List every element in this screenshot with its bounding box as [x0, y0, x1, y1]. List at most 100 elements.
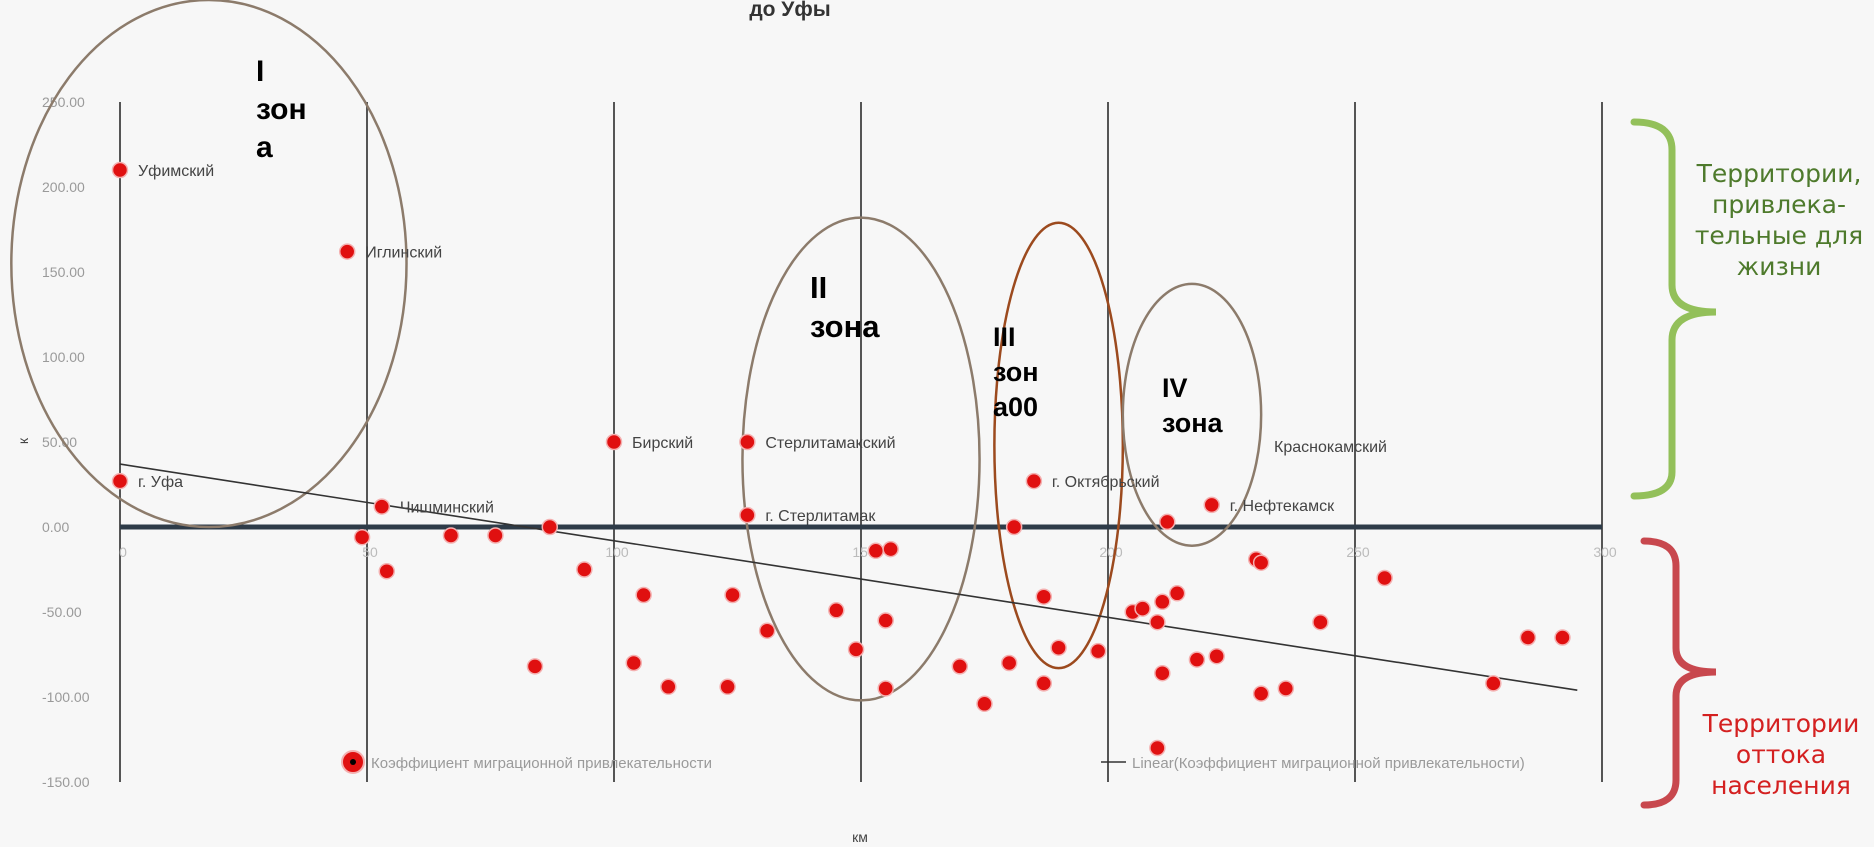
- legend-marker-center: [350, 759, 356, 765]
- data-point-42: [1149, 739, 1166, 757]
- data-point-44: [1188, 651, 1206, 668]
- data-point-34: [1050, 639, 1067, 656]
- y-axis-label: к: [15, 437, 31, 444]
- zone-label-2-line-2: зона: [810, 309, 880, 344]
- y-tick-label: -50.00: [42, 604, 82, 620]
- legend: Коэффициент миграционной привлекательнос…: [341, 750, 1525, 774]
- y-tick-label: 200.00: [42, 179, 85, 195]
- data-point-27: [877, 680, 894, 697]
- note-outflow-territories: Территории оттока населения: [1702, 709, 1860, 800]
- data-point-2: [111, 472, 129, 490]
- data-point-50: [1312, 613, 1329, 631]
- zone-ellipse-2: [741, 216, 981, 702]
- data-point-7: [1025, 472, 1043, 490]
- axes: 250.00 200.00 150.00 100.00 50.00 0.00 -50.00 -…: [42, 94, 1602, 790]
- point-label-5: Стерлитамакский: [765, 435, 895, 452]
- x-tick-label: 200: [1099, 544, 1123, 560]
- data-point-16: [625, 654, 643, 672]
- data-point-4: [605, 433, 623, 451]
- data-point-26: [877, 612, 894, 629]
- legend-label-trendline: Linear(Коэффициент миграционной привлека…: [1132, 755, 1525, 772]
- x-tick-label: 0: [119, 544, 127, 560]
- trendline-group: [119, 463, 1578, 691]
- data-point-19: [719, 678, 736, 696]
- data-point-10: [378, 562, 396, 580]
- bracket-attractive: [1630, 118, 1717, 500]
- data-point-35: [1089, 642, 1107, 660]
- data-point-54: [1554, 629, 1571, 646]
- point-label-0: Уфимский: [138, 163, 214, 180]
- data-point-17: [635, 586, 652, 604]
- data-point-23: [847, 641, 865, 658]
- data-point-14: [576, 561, 593, 578]
- trendline: [119, 463, 1578, 691]
- y-tick-label: 50.00: [42, 434, 77, 450]
- data-point-39: [1154, 593, 1171, 611]
- x-tick-label: 50: [362, 544, 378, 560]
- point-label-2: г. Уфа: [138, 474, 183, 491]
- zone-label-4-line-2: зона: [1162, 408, 1224, 438]
- data-point-49: [1277, 680, 1295, 697]
- zone-label-1-line-3: а: [256, 131, 273, 164]
- point-label-1: Иглинский: [365, 245, 442, 262]
- data-point-24: [867, 542, 885, 560]
- x-tick-label: 300: [1593, 544, 1617, 560]
- data-point-25: [882, 540, 899, 558]
- zone-label-3-line-3: а00: [993, 392, 1038, 422]
- data-point-53: [1519, 629, 1537, 646]
- data-point-40: [1159, 513, 1176, 531]
- data-point-52: [1485, 675, 1502, 692]
- zone-label-3-line-1: III: [993, 322, 1016, 352]
- point-labels: Уфимский Иглинский г. Уфа Чишминский Бирский…: [138, 163, 1387, 525]
- zone-label-4-line-1: IV: [1162, 373, 1188, 403]
- data-point-43: [1168, 585, 1186, 602]
- x-tick-label: 250: [1346, 544, 1370, 560]
- bracket-outflow: [1640, 537, 1717, 809]
- zone-ellipse-3: [993, 221, 1125, 670]
- legend-label-points: Коэффициент миграционной привлекательнос…: [371, 755, 712, 772]
- data-point-1: [338, 243, 356, 260]
- data-point-12: [487, 527, 504, 544]
- data-point-11: [442, 527, 460, 544]
- data-point-28: [951, 658, 969, 675]
- x-tick-label: 100: [605, 544, 629, 560]
- data-point-30: [1000, 654, 1018, 672]
- data-point-38: [1149, 613, 1166, 631]
- chart-title: до Уфы: [749, 0, 830, 21]
- data-point-0: [111, 161, 129, 179]
- data-point-3: [373, 498, 391, 515]
- data-point-31: [1005, 518, 1023, 536]
- zone-label-3-line-2: зон: [993, 357, 1039, 387]
- y-tick-label: 150.00: [42, 264, 85, 280]
- data-point-6: [739, 506, 756, 524]
- data-point-8: [1203, 496, 1220, 514]
- y-tick-label: 0.00: [42, 519, 69, 535]
- data-point-51: [1376, 569, 1393, 587]
- point-label-6: г. Стерлитамак: [765, 508, 876, 525]
- data-points: [111, 161, 1571, 757]
- data-point-5: [739, 433, 756, 451]
- data-point-22: [828, 602, 845, 619]
- data-point-29: [976, 695, 993, 713]
- label-krasnokamsky: Краснокамский: [1274, 439, 1387, 456]
- data-point-33: [1035, 675, 1053, 692]
- x-axis-label: км: [852, 829, 868, 845]
- zone-label-1-line-1: I: [256, 55, 264, 88]
- y-tick-label: 100.00: [42, 349, 85, 365]
- point-label-8: г. Нефтекамск: [1230, 498, 1335, 515]
- point-label-7: г. Октябрьский: [1052, 474, 1160, 491]
- zone-ellipse-4: [1121, 282, 1263, 547]
- data-point-9: [353, 528, 371, 546]
- point-label-4: Бирский: [632, 435, 693, 452]
- data-point-15: [526, 658, 544, 675]
- y-tick-label: -100.00: [42, 689, 90, 705]
- data-point-32: [1035, 588, 1053, 605]
- data-point-37: [1134, 600, 1151, 617]
- data-point-47: [1252, 554, 1270, 571]
- data-point-45: [1208, 647, 1225, 665]
- zone-label-2-line-1: II: [810, 270, 827, 305]
- zone-label-1-line-2: зон: [256, 93, 307, 126]
- data-point-20: [724, 586, 741, 604]
